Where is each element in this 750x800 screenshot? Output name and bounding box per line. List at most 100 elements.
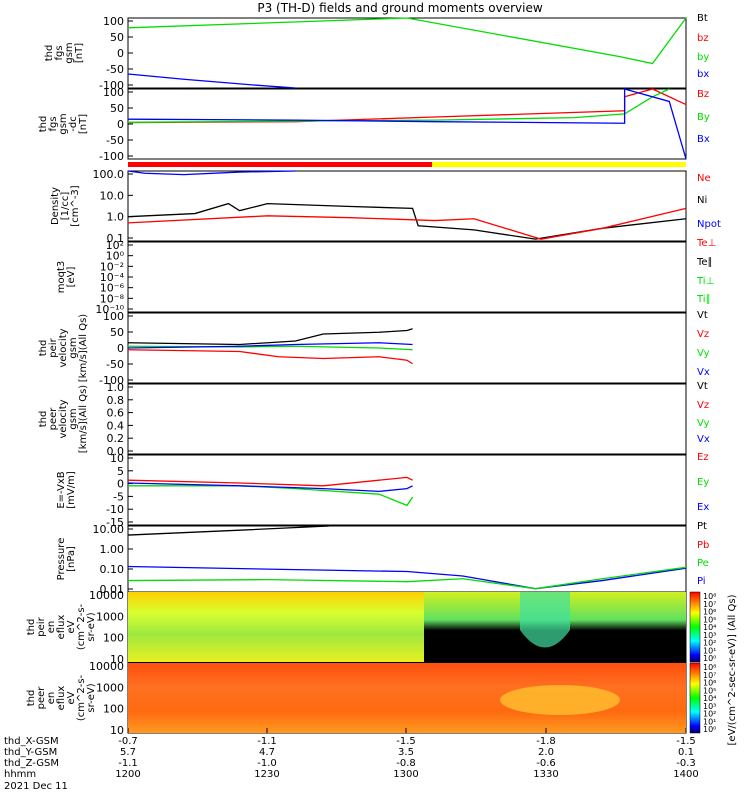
panel-ylabel: gsm xyxy=(68,408,79,429)
ytick-label: 0.6 xyxy=(107,407,125,420)
xtick-label-thd_Y_GSM: 2.0 xyxy=(538,747,554,758)
ytick-label: 10 xyxy=(110,653,124,666)
series-line-Ni xyxy=(127,202,687,240)
legend-Ez: Ez xyxy=(697,452,709,463)
colorbar-tick: 10⁰ xyxy=(703,654,716,663)
ytick-label: 10 xyxy=(110,724,124,737)
ytick-label: 0.4 xyxy=(107,419,125,432)
series-line-Pt xyxy=(127,525,329,536)
ytick-label: 10⁻⁶ xyxy=(100,282,125,295)
colorbar-tick: 10⁸ xyxy=(703,663,716,672)
legend-bz: bz xyxy=(697,33,709,44)
legend-bx: bx xyxy=(697,69,709,80)
ytick-label: -10 xyxy=(106,503,124,516)
panel-ylabel: fgs xyxy=(54,45,65,60)
electron-spec-blob xyxy=(500,685,620,715)
ytick-label: 0.2 xyxy=(107,432,125,445)
xtick-label-thd_X_GSM: -1.5 xyxy=(396,736,416,747)
colorbar-tick: 10⁰ xyxy=(703,725,716,734)
ion-spec-blob xyxy=(520,592,570,648)
panel-fgs_gsm: 100 50 0 -50 -100 thd fgs gsm [nT] Bt bz by bx xyxy=(44,13,709,92)
colorbar-ion xyxy=(689,591,701,663)
ytick-label: 100 xyxy=(103,86,124,99)
xtick-label-hhmm: 1400 xyxy=(673,769,698,780)
colorbar-tick: 10³ xyxy=(703,631,716,640)
colorbar-tick: 10² xyxy=(703,710,716,719)
panel-ylabel: [cm^-3] xyxy=(70,185,81,226)
ytick-label: 5 xyxy=(117,465,124,478)
panel-ylabel: Density xyxy=(50,187,61,225)
ytick-label: 1.00 xyxy=(100,543,125,556)
series-line-bx xyxy=(127,73,296,89)
panel-ylabel: peir xyxy=(48,337,59,357)
ion-spec-fill-early xyxy=(128,592,424,662)
xtick-label-hhmm: 1200 xyxy=(115,769,140,780)
panel-ylabel: velocity xyxy=(58,328,69,367)
ytick-label: 0.1 xyxy=(107,232,125,245)
colorbar-tick: 10⁵ xyxy=(703,686,716,695)
xtick-label-thd_X_GSM: -1.1 xyxy=(257,736,277,747)
legend-Vt: Vt xyxy=(697,381,708,392)
ytick-label: -15 xyxy=(106,516,124,529)
panel-ylabel: eV xyxy=(66,691,77,704)
panel-peir_velocity: 100 50 0 -50 -100 thd peir velocity gsm [km/s](Al… xyxy=(38,310,710,387)
ytick-label: 10⁻⁸ xyxy=(100,292,125,305)
panel-ylabel: thd xyxy=(26,619,37,636)
panel-frame xyxy=(127,241,687,313)
series-line-Bz xyxy=(127,88,687,124)
ytick-label: 1000 xyxy=(96,610,124,623)
panel-ylabel: [nT] xyxy=(74,43,85,63)
panel-ylabel: thd xyxy=(26,690,37,707)
ytick-label: 50 xyxy=(110,326,124,339)
series-line-Ex xyxy=(127,482,413,493)
ion-spectrogram xyxy=(128,592,686,662)
panel-ylabel: thd xyxy=(38,411,49,428)
xtick-label-thd_X_GSM: -1.8 xyxy=(536,736,556,747)
ytick-label: 0.0 xyxy=(107,445,125,458)
legend-Vx: Vx xyxy=(697,434,710,445)
legend-Pb: Pb xyxy=(697,540,709,551)
xtick-label-hhmm: 1330 xyxy=(533,769,558,780)
series-line-Vz xyxy=(127,349,413,365)
ytick-label: 0.01 xyxy=(100,583,125,596)
xtick-label-hhmm: 1230 xyxy=(254,769,279,780)
xrow-label-z: thd_Z-GSM xyxy=(4,758,59,769)
colorbar-tick: 10³ xyxy=(703,702,716,711)
ytick-label: 10 xyxy=(110,452,124,465)
panel-ylabel: Pressure xyxy=(56,538,67,581)
ytick-label: 100.0 xyxy=(93,168,125,181)
legend-Te⊥: Te⊥ xyxy=(696,238,716,249)
legend-By: By xyxy=(697,112,710,123)
legend-Vz: Vz xyxy=(697,400,709,411)
ytick-label: 0 xyxy=(117,47,124,60)
panel-ylabel: thd xyxy=(38,340,49,357)
legend-by: by xyxy=(697,52,709,63)
panel-ylabel: eflux xyxy=(56,615,67,640)
legend-Vy: Vy xyxy=(697,348,710,359)
xtick-label-thd_Y_GSM: 4.7 xyxy=(259,747,275,758)
colorbar-electron xyxy=(689,662,701,734)
series-line-Ne xyxy=(127,207,687,240)
ytick-label: 100 xyxy=(103,703,124,716)
series-line-Vt xyxy=(127,328,413,346)
panel-ylabel: en xyxy=(46,621,57,634)
panel-ylabel: [eV] xyxy=(66,267,77,288)
panel-frame xyxy=(127,454,687,526)
figure-title: P3 (TH-D) fields and ground moments over… xyxy=(257,1,542,15)
legend-Vy: Vy xyxy=(697,418,710,429)
legend-Pi: Pi xyxy=(697,576,706,587)
colorbar-label: [eV/(cm^2-sec-sr-eV)] (All Qs) xyxy=(727,594,738,745)
panel-ylabel: peer xyxy=(36,686,47,710)
series-line-Pi xyxy=(127,565,687,590)
series-line-Pe xyxy=(127,566,687,590)
panel-ylabel: [1/cc] xyxy=(60,192,71,221)
legend-Ne: Ne xyxy=(697,173,711,184)
ytick-label: 100 xyxy=(103,632,124,645)
ytick-label: -100 xyxy=(99,79,124,92)
panel-ylabel: [km/s](All Qs) xyxy=(78,314,89,382)
xtick-label-thd_Z_GSM: -0.3 xyxy=(676,758,696,769)
panel-ylabel: E=-VxB xyxy=(56,471,67,508)
mode-bar-red xyxy=(128,162,432,167)
